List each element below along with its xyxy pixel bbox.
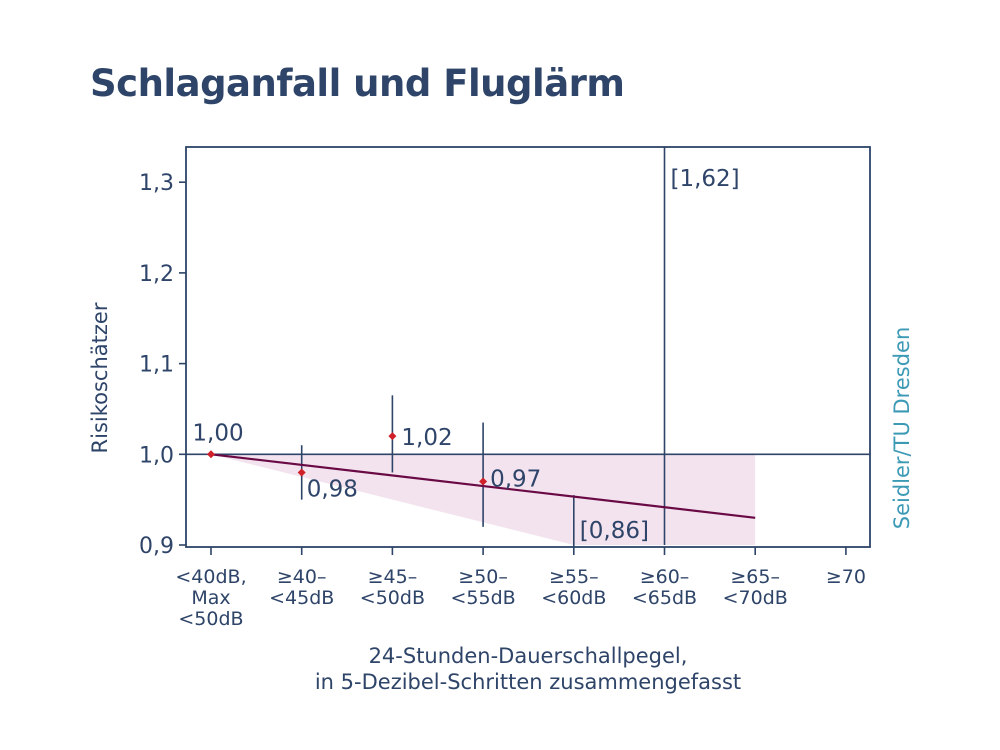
x-tick-label: ≥40– <45dB (269, 566, 334, 609)
trend-line-layer (210, 453, 756, 519)
x-tick-label: ≥60– <65dB (632, 566, 697, 609)
data-label: 0,98 (307, 476, 358, 502)
confidence-intervals (300, 147, 666, 547)
x-tick-label: ≥70 (826, 566, 866, 588)
data-labels: 1,00 0,98 1,02 0,97 [0,86] [1,62] (192, 166, 739, 544)
data-point (479, 477, 488, 486)
plot-frame (185, 146, 871, 548)
data-points (207, 432, 488, 486)
x-axis-ticks: <40dB, Max <50dB ≥40– <45dB ≥45– <50dB ≥50– <55d… (175, 547, 866, 630)
y-axis-title: Risikoschätzer (88, 302, 112, 453)
y-tick-label: 1,2 (139, 262, 174, 287)
y-tick-label: 0,9 (139, 534, 174, 559)
data-point (297, 468, 306, 477)
y-tick-label: 1,1 (139, 353, 174, 378)
plot-border (185, 146, 871, 548)
chart-title: Schlaganfall und Fluglärm (90, 62, 625, 105)
x-tick-label: ≥55– <60dB (541, 566, 606, 609)
x-tick-label: ≥50– <55dB (450, 566, 515, 609)
x-tick-label: <40dB, Max <50dB (175, 566, 246, 630)
y-tick-label: 1,3 (139, 171, 174, 196)
source-credit: Seidler/TU Dresden (890, 327, 914, 530)
x-tick-label: ≥45– <50dB (360, 566, 425, 609)
data-point (388, 432, 397, 441)
data-label: 1,02 (401, 425, 452, 451)
y-axis-ticks: 0,9 1,0 1,1 1,2 1,3 (139, 171, 186, 559)
x-axis-title-line-1: 24-Stunden-Dauerschallpegel, (369, 644, 688, 668)
data-label: 1,00 (192, 420, 243, 446)
y-tick-label: 1,0 (139, 443, 174, 468)
ci-bound-label: [0,86] (580, 518, 649, 544)
ci-bound-label: [1,62] (671, 166, 740, 192)
data-label: 0,97 (490, 467, 541, 493)
x-axis-title-line-2: in 5-Dezibel-Schritten zusammengefasst (315, 670, 741, 694)
data-point (207, 450, 215, 459)
trend-line (210, 453, 756, 519)
x-tick-label: ≥65– <70dB (723, 566, 788, 609)
